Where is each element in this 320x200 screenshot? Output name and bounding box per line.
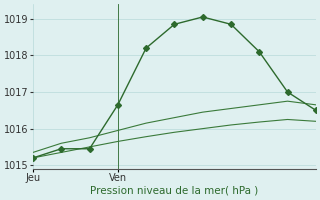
- X-axis label: Pression niveau de la mer( hPa ): Pression niveau de la mer( hPa ): [90, 186, 259, 196]
